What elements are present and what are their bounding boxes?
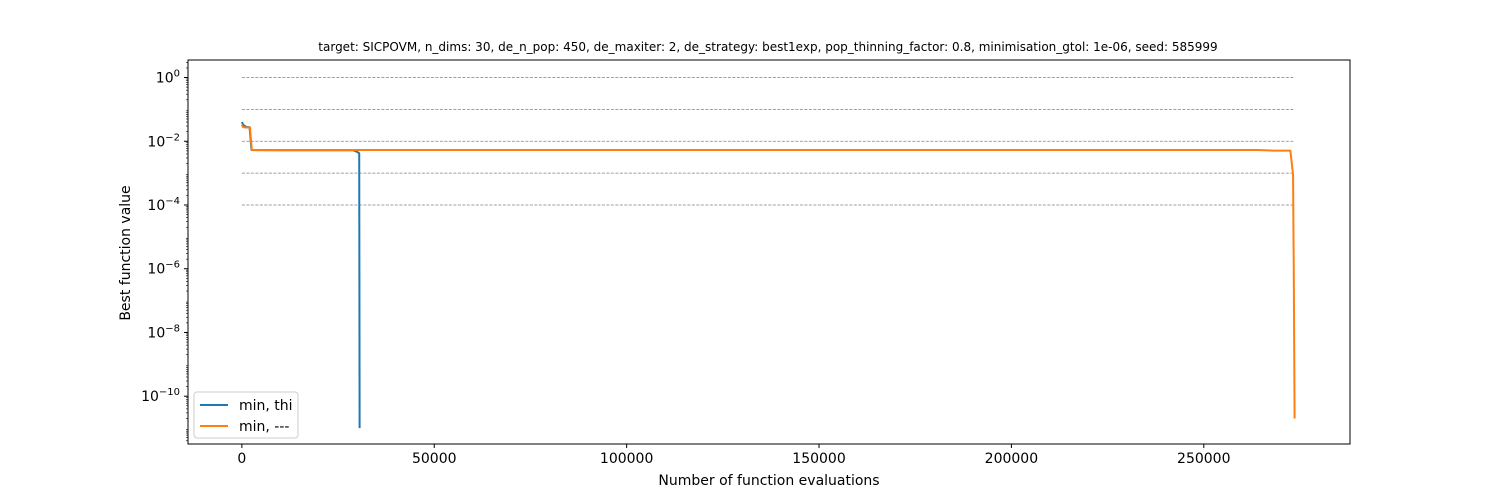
y-tick-label: 10−4 bbox=[147, 196, 180, 214]
y-tick-label: 10−6 bbox=[147, 260, 180, 278]
x-axis: 0 50000 100000 150000 200000 250000 bbox=[237, 444, 1231, 467]
x-tick-label: 100000 bbox=[600, 451, 653, 467]
x-tick-label: 50000 bbox=[412, 451, 457, 467]
series-line-1 bbox=[240, 121, 361, 429]
y-tick-label: 10−2 bbox=[147, 132, 180, 150]
x-tick-label: 250000 bbox=[1177, 451, 1230, 467]
y-axis: 100 10−2 10−4 10−6 10−8 10−10 bbox=[141, 62, 188, 442]
y-tick-label: 100 bbox=[156, 69, 180, 87]
legend: min, thi min, --- bbox=[193, 391, 299, 439]
y-tick-label: 10−8 bbox=[147, 323, 180, 341]
x-axis-label: Number of function evaluations bbox=[658, 473, 879, 489]
series-lines bbox=[240, 121, 1296, 429]
y-tick-label: 10−10 bbox=[141, 387, 180, 405]
chart-title: target: SICPOVM, n_dims: 30, de_n_pop: 4… bbox=[318, 40, 1217, 54]
x-tick-label: 150000 bbox=[792, 451, 845, 467]
legend-label-series-1: min, thi bbox=[239, 398, 293, 414]
reference-lines bbox=[241, 77, 1295, 206]
legend-label-series-2: min, --- bbox=[239, 419, 289, 435]
plot-area-frame bbox=[187, 59, 1351, 445]
y-axis-label: Best function value bbox=[118, 185, 134, 320]
x-tick-label: 200000 bbox=[985, 451, 1038, 467]
series-line-2 bbox=[240, 124, 1296, 419]
x-tick-label: 0 bbox=[237, 451, 246, 467]
